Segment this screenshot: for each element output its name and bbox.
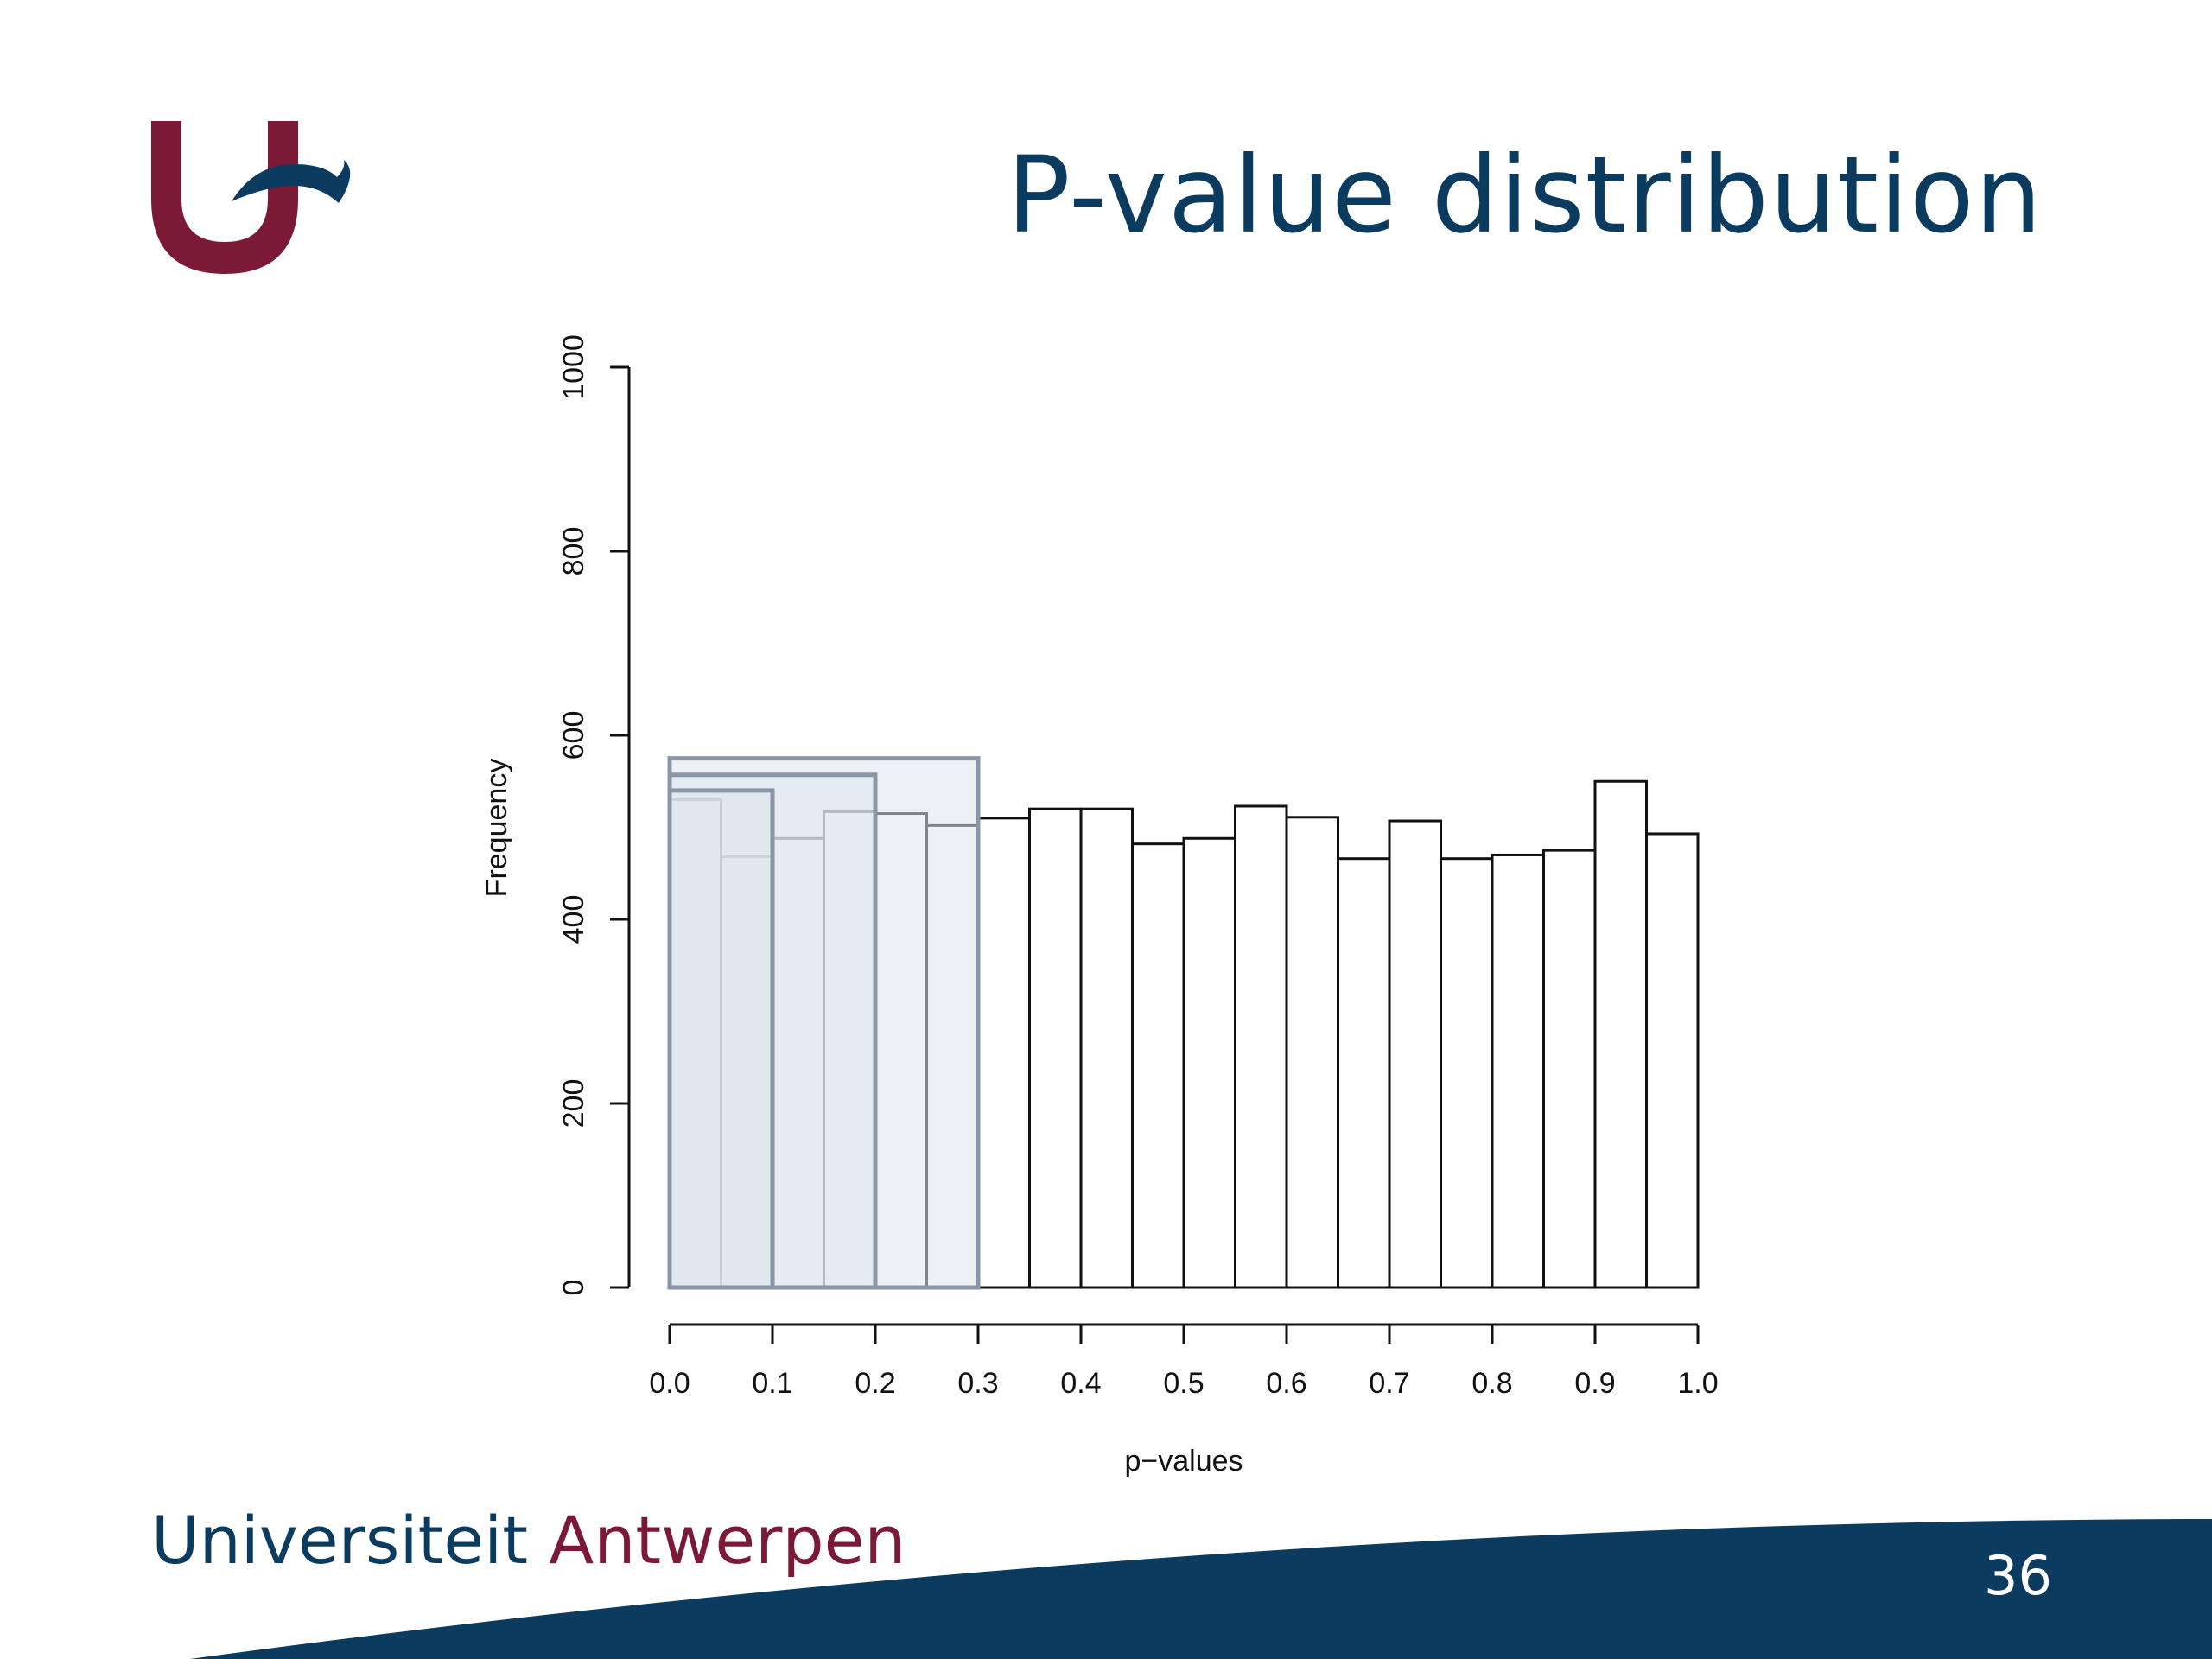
- histogram-bar: [1440, 857, 1494, 1289]
- slide-title: P-value distribution: [1007, 134, 2043, 257]
- x-tick-label: 0.9: [1574, 1367, 1615, 1400]
- y-axis-label: Frequency: [480, 759, 513, 898]
- y-tick-label: 800: [557, 527, 590, 576]
- x-tick-label: 0.2: [855, 1367, 895, 1400]
- x-tick-label: 1.0: [1677, 1367, 1718, 1400]
- logo-u-shape: [151, 121, 298, 274]
- histogram-bar: [1182, 836, 1236, 1289]
- x-axis-label: p−values: [1124, 1445, 1243, 1478]
- y-tick-label: 600: [557, 711, 590, 760]
- x-tick-label: 0.0: [649, 1367, 690, 1400]
- footer-wave: [190, 1519, 2212, 1659]
- histogram-bar: [1234, 804, 1288, 1289]
- y-tick-label: 400: [557, 895, 590, 944]
- histogram-bar: [1542, 849, 1597, 1289]
- histogram-bar: [1285, 816, 1339, 1289]
- histogram-bar: [1491, 853, 1545, 1289]
- x-tick-label: 0.6: [1266, 1367, 1306, 1400]
- histogram-bar: [1645, 832, 1700, 1289]
- histogram-bar: [1131, 842, 1185, 1289]
- brand-antwerpen: Antwerpen: [549, 1502, 906, 1579]
- histogram-bar: [976, 817, 1031, 1289]
- histogram-bar: [1388, 819, 1442, 1289]
- histogram-bar: [1028, 807, 1083, 1289]
- x-tick-label: 0.4: [1060, 1367, 1101, 1400]
- page-number: 36: [1984, 1544, 2052, 1607]
- brand-universiteit: Universiteit: [151, 1502, 529, 1579]
- histogram-bar: [1593, 779, 1648, 1289]
- x-axis: 0.0 0.1 0.2 0.3 0.4 0.5 0.6 0.7 0.8 0.9 1.0: [649, 1323, 1719, 1400]
- x-tick-label: 0.1: [752, 1367, 792, 1400]
- x-tick-label: 0.7: [1369, 1367, 1409, 1400]
- y-tick-label: 0: [557, 1280, 590, 1296]
- x-tick-label: 0.5: [1163, 1367, 1204, 1400]
- university-logo: [151, 121, 351, 274]
- y-tick-label: 200: [557, 1079, 590, 1128]
- highlight-region: [667, 788, 775, 1290]
- x-tick-label: 0.3: [957, 1367, 998, 1400]
- highlight-regions: [667, 756, 981, 1290]
- logo-wave: [232, 160, 351, 203]
- university-brand: Universiteit Antwerpen: [151, 1502, 906, 1579]
- histogram-bar: [1079, 807, 1134, 1289]
- y-axis: 0 200 400 600 800 1000: [557, 334, 631, 1296]
- histogram-bar: [1337, 857, 1391, 1289]
- y-tick-label: 1000: [557, 334, 590, 400]
- x-tick-label: 0.8: [1471, 1367, 1512, 1400]
